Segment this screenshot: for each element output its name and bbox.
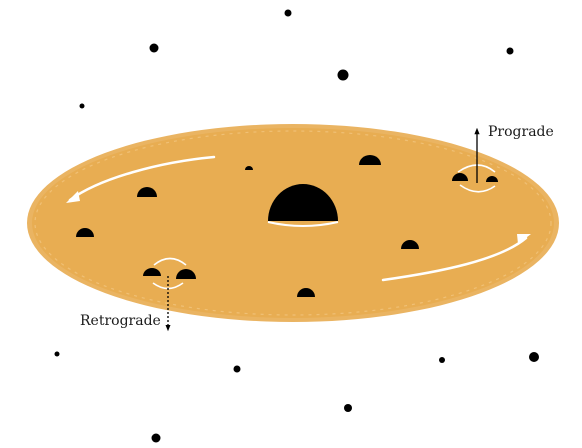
star-dot [506, 47, 514, 55]
star-dot [54, 351, 60, 357]
star-dot [233, 365, 241, 373]
star-dot [79, 103, 85, 109]
flow-arrowhead-right [517, 234, 531, 244]
binary-dome [452, 173, 468, 181]
star-dot [151, 433, 161, 443]
star-dot [284, 9, 292, 17]
prograde-label: Prograde [488, 124, 554, 140]
flow-arrowhead-left [66, 191, 80, 203]
retrograde-label: Retrograde [80, 313, 161, 329]
binary-dome [143, 268, 161, 276]
embedded-bodies [76, 155, 419, 297]
star-dot [344, 404, 352, 412]
accretion-disk [27, 124, 559, 322]
disk-texture [34, 130, 552, 316]
background-stars [54, 9, 539, 443]
star-dot [529, 352, 539, 362]
black-hole-highlight [267, 221, 339, 227]
small-dome [76, 228, 94, 237]
small-dome [401, 240, 419, 249]
star-dot [149, 43, 159, 53]
binary-dome [486, 176, 498, 182]
binary-orbit-arc [153, 257, 187, 266]
prograde-binary [452, 127, 498, 193]
black-hole-dome [268, 184, 338, 221]
small-dome [245, 166, 253, 170]
small-dome [137, 187, 157, 197]
central-black-hole [267, 184, 339, 227]
star-dot [439, 357, 445, 363]
flow-arrow-left [68, 155, 216, 202]
flow-arrow-right [381, 236, 528, 282]
binary-orbit-arc [459, 184, 496, 193]
binary-dome [176, 269, 196, 279]
disk-body [32, 128, 554, 318]
retrograde-binary [143, 257, 196, 332]
small-dome [359, 155, 381, 165]
rotation-flow-arrows [66, 155, 531, 282]
small-dome [297, 288, 315, 297]
star-dot [337, 69, 349, 81]
